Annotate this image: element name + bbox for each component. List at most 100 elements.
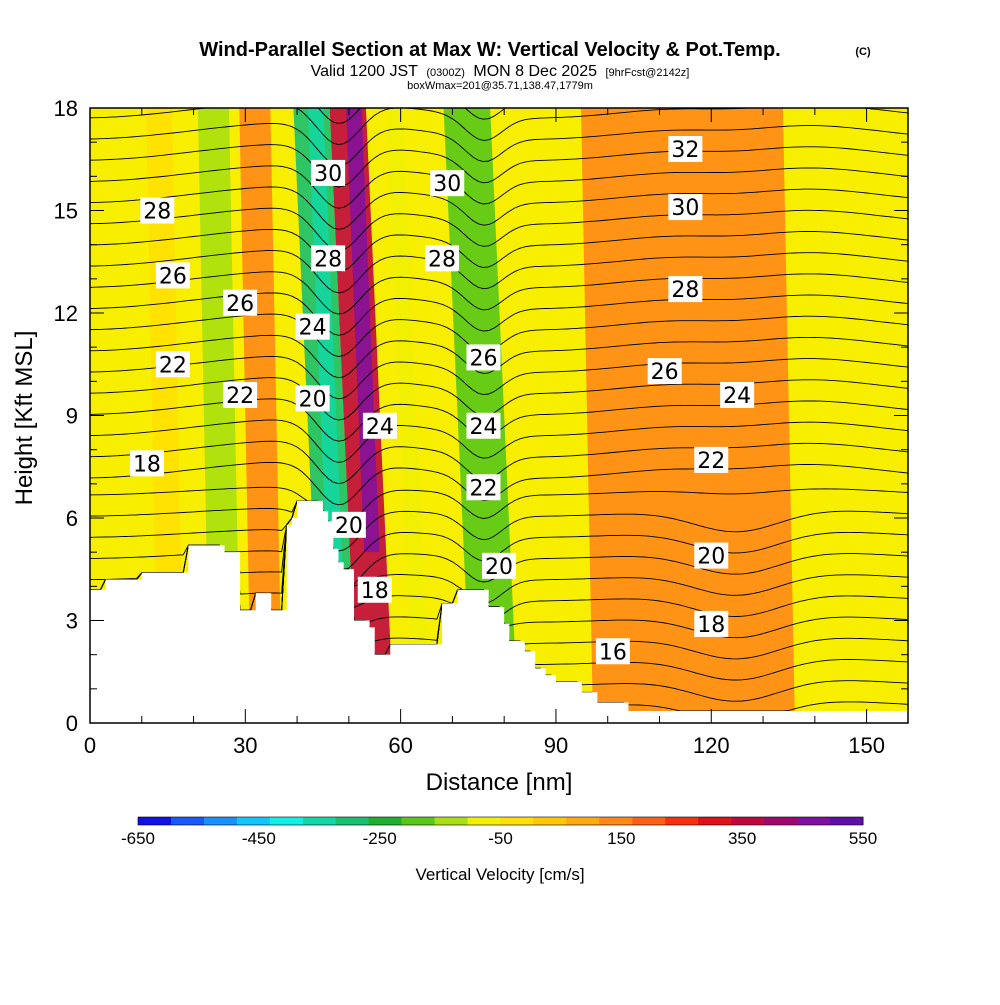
theta-contour-label: 30: [668, 194, 703, 221]
valid-utc: (0300Z): [426, 67, 465, 79]
colorbar-swatch: [566, 817, 600, 825]
theta-contour-label: 28: [425, 245, 460, 272]
y-tick-label: 0: [66, 711, 78, 736]
theta-label-box: [482, 552, 516, 579]
theta-label-box: [647, 358, 682, 385]
vv-core: [346, 108, 380, 553]
theta-label-box: [595, 638, 630, 665]
vv-core: [307, 108, 344, 587]
theta-contour-label: 22: [466, 474, 501, 501]
theta-contour-label: 22: [155, 351, 190, 378]
theta-contour-label: 20: [295, 385, 330, 412]
theta-label-text: 18: [133, 452, 161, 477]
theta-label-text: 20: [485, 555, 513, 580]
theta-label-text: 18: [697, 613, 725, 638]
colorbar-tick-label: 150: [607, 829, 635, 848]
colorbar-swatch: [138, 817, 172, 825]
theta-label-text: 24: [299, 316, 327, 341]
theta-label-text: 20: [299, 387, 327, 412]
colorbar-swatch: [698, 817, 732, 825]
box-wmax-info: boxWmax=201@35.71,138.47,1779m: [407, 80, 593, 92]
theta-label-text: 26: [159, 264, 187, 289]
theta-label-box: [140, 197, 175, 224]
plot-area: [90, 108, 908, 723]
theta-label-box: [430, 170, 465, 197]
theta-isoline: [90, 144, 908, 188]
theta-isoline: [90, 377, 908, 421]
theta-label-text: 24: [723, 384, 751, 409]
colorbar-tick-label: -650: [121, 829, 155, 848]
colorbar-swatch: [665, 817, 699, 825]
theta-isoline: [90, 122, 908, 167]
y-tick-label: 9: [66, 404, 78, 429]
theta-label-text: 22: [226, 384, 254, 409]
theta-label-box: [362, 412, 397, 439]
theta-label-box: [466, 474, 501, 501]
y-tick-label: 15: [54, 199, 78, 224]
theta-contour-label: 28: [668, 276, 703, 303]
theta-isoline: [90, 356, 908, 400]
colorbar-swatch: [269, 817, 304, 825]
colorbar-swatch: [797, 817, 831, 825]
theta-label-box: [694, 542, 729, 569]
theta-label-box: [720, 382, 755, 408]
colorbar-tick-label: -250: [363, 829, 397, 848]
theta-label-text: 26: [651, 360, 679, 385]
theta-contour-label: 24: [295, 313, 330, 341]
theta-contour-label: 32: [668, 136, 703, 163]
theta-contour-label: 30: [311, 159, 346, 187]
y-tick-label: 18: [54, 96, 78, 121]
theta-label-box: [295, 313, 330, 340]
terrain: [90, 500, 908, 723]
chart-title: Wind-Parallel Section at Max W: Vertical…: [199, 39, 780, 61]
colorbar-swatch: [368, 817, 403, 825]
forecast-info: [9hrFcst@2142z]: [605, 67, 689, 79]
x-tick-label: 120: [693, 733, 730, 758]
theta-contour-label: 20: [331, 511, 366, 539]
theta-label-box: [694, 610, 729, 637]
theta-contour-label: 20: [482, 552, 516, 580]
theta-label-box: [311, 159, 346, 186]
y-tick-label: 3: [66, 609, 78, 634]
y-axis: 0 3 6 9 12 15 18: [54, 96, 908, 736]
theta-isoline: [90, 486, 908, 531]
theta-contour-label: 26: [466, 344, 501, 371]
colorbar-label: Vertical Velocity [cm/s]: [415, 865, 584, 884]
theta-label-text: 22: [159, 353, 187, 378]
vv-band: [239, 108, 283, 723]
x-axis: 0 30 60 90 120 150: [84, 108, 885, 758]
x-tick-label: 90: [544, 733, 568, 758]
theta-label-box: [694, 446, 729, 473]
theta-contour-label: 26: [647, 358, 682, 385]
colorbar-frame: [137, 816, 864, 826]
theta-label-text: 30: [671, 196, 699, 221]
theta-label-box: [331, 511, 366, 538]
theta-label-box: [466, 344, 501, 371]
theta-label-text: 20: [697, 545, 725, 570]
theta-isoline: [90, 440, 908, 485]
colorbar: -650 -450 -250 -50 150 350 550: [121, 816, 877, 848]
theta-isoline: [90, 271, 908, 315]
theta-isoline: [90, 500, 908, 552]
theta-contour-label: 24: [362, 412, 397, 440]
theta-isoline: [90, 108, 908, 146]
theta-contour-label: 16: [595, 638, 630, 665]
theta-contour-label: 22: [223, 382, 258, 409]
theta-label-text: 18: [361, 579, 389, 604]
valid-time: Valid 1200 JST: [311, 63, 419, 80]
theta-label-box: [466, 412, 501, 439]
theta-label-text: 24: [366, 415, 394, 440]
vv-band: [581, 108, 795, 723]
theta-contour-label: 24: [466, 412, 501, 440]
theta-isoline: [90, 419, 908, 463]
theta-label-box: [357, 576, 392, 603]
theta-contour-label: 24: [720, 382, 755, 409]
colorbar-swatch: [599, 817, 633, 825]
theta-label-box: [668, 276, 703, 303]
colorbar-tick-label: -450: [242, 829, 276, 848]
theta-contour-label: 20: [694, 542, 729, 570]
colorbar-swatch: [236, 817, 271, 825]
theta-contour-label: 18: [357, 576, 392, 604]
colorbar-swatch: [632, 817, 666, 825]
